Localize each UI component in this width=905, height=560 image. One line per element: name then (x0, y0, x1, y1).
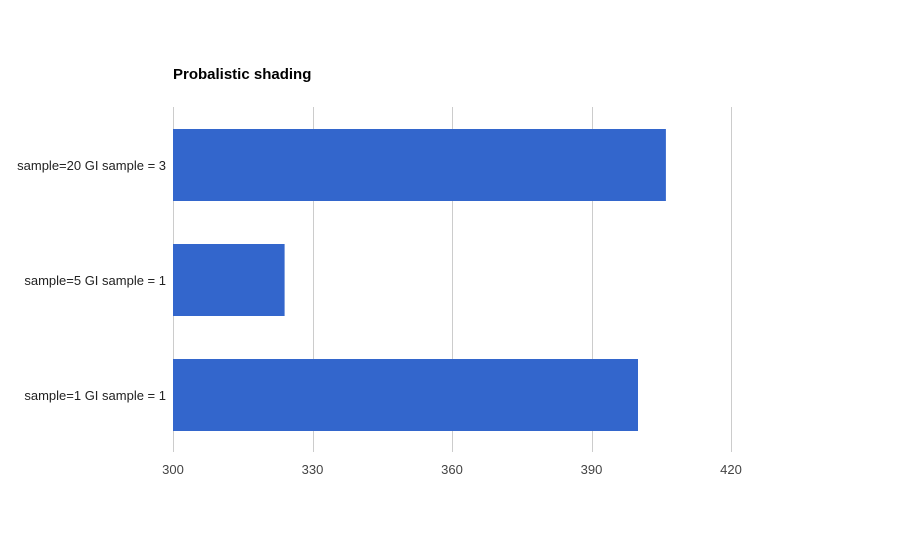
x-tick-label: 300 (162, 462, 184, 477)
x-tick-label: 420 (720, 462, 742, 477)
bars (173, 129, 666, 431)
bar[interactable] (173, 129, 666, 201)
category-label: sample=20 GI sample = 3 (17, 158, 166, 173)
x-tick-label: 330 (302, 462, 324, 477)
bar[interactable] (173, 359, 638, 431)
x-tick-label: 390 (581, 462, 603, 477)
x-tick-labels: 300 330 360 390 420 (162, 462, 742, 477)
category-label: sample=5 GI sample = 1 (24, 273, 166, 288)
category-label: sample=1 GI sample = 1 (24, 388, 166, 403)
x-tick-label: 360 (441, 462, 463, 477)
category-labels: sample=20 GI sample = 3 sample=5 GI sampl… (17, 158, 166, 403)
bar[interactable] (173, 244, 285, 316)
chart-title: Probalistic shading (173, 66, 312, 83)
